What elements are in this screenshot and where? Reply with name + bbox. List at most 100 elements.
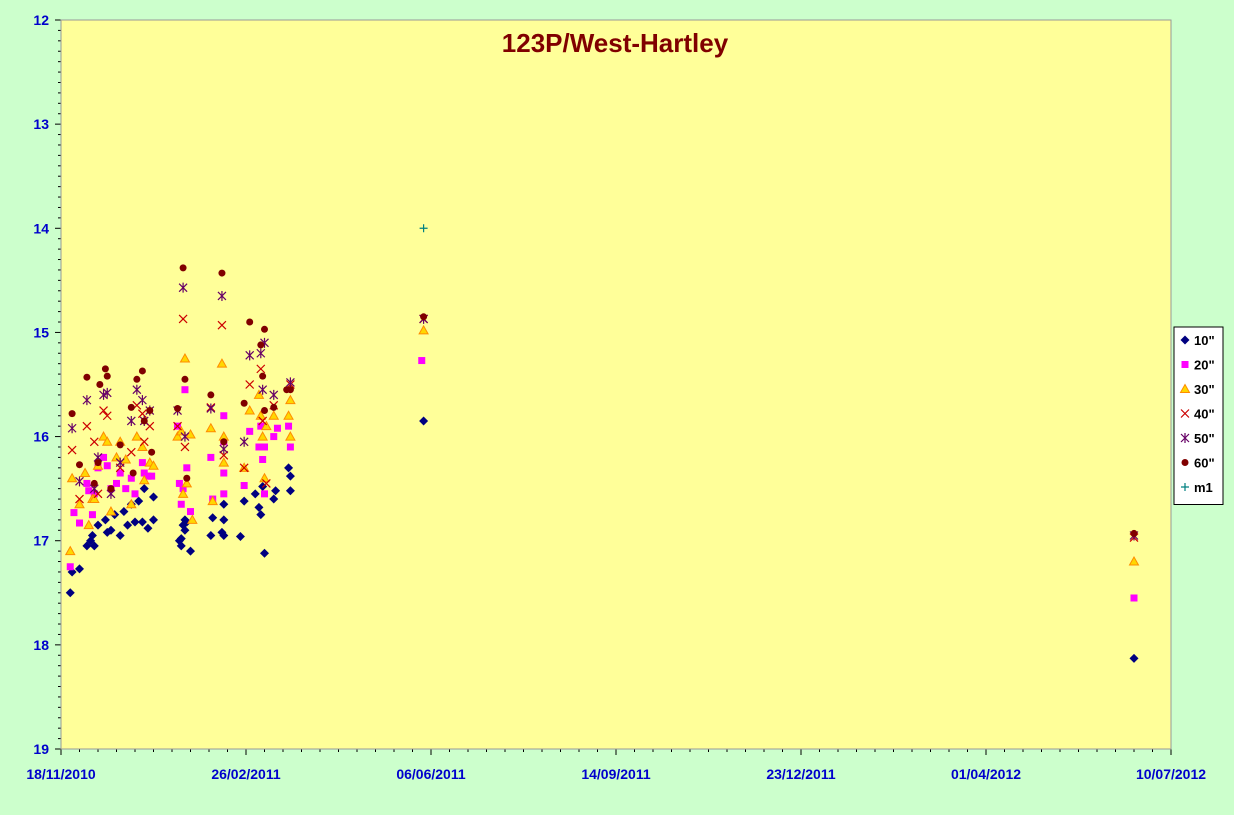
data-point [419,224,428,233]
data-point [181,477,193,488]
data-point [216,358,228,368]
data-point [100,453,108,461]
data-point [256,510,266,520]
series-1 [65,416,1139,663]
legend-item: m1 [1181,480,1213,495]
data-point [1128,556,1140,566]
data-point [177,488,189,498]
data-point [258,416,268,426]
data-point [90,479,98,487]
data-point [66,472,78,483]
data-point [175,479,183,487]
data-point [268,410,280,420]
data-point [87,531,97,541]
legend-label: m1 [1194,480,1213,495]
data-point [102,411,112,421]
data-point [100,515,110,525]
data-point [176,541,186,551]
data-point [115,457,125,468]
data-point [246,427,254,435]
data-point [285,422,293,430]
data-point [246,318,254,326]
data-point [206,531,216,541]
legend-item: 10" [1180,333,1215,348]
data-point [186,546,195,556]
data-point [240,482,248,490]
data-point [1130,529,1138,537]
legend-label: 10" [1194,333,1215,348]
data-point [75,564,84,574]
data-point [218,269,226,277]
data-point [83,479,91,487]
data-point [140,417,148,425]
data-point [418,324,429,335]
data-point [139,437,149,447]
data-point [284,463,294,473]
data-point [235,532,245,542]
data-point [139,484,149,494]
data-point [256,348,266,359]
data-point [65,588,75,598]
x-tick-label: 14/09/2011 [581,766,651,782]
data-point [283,410,294,420]
legend-marker [1181,483,1189,491]
y-tick-label: 17 [33,533,49,549]
plot-area-background [61,20,1171,749]
data-point [239,463,249,473]
data-point [131,431,143,441]
series-7 [419,224,428,233]
data-point [82,395,92,406]
data-point [123,520,133,530]
x-tick-label: 26/02/2011 [211,766,281,782]
data-point [253,389,265,399]
data-point [418,357,426,365]
data-point [140,469,148,477]
data-point [79,467,91,478]
data-point [127,403,135,411]
data-point [94,459,102,467]
data-point [217,290,227,301]
data-point [219,444,229,455]
data-point [119,507,129,517]
data-point [180,431,190,442]
data-point [137,441,148,451]
data-point [259,455,267,463]
data-point [207,391,215,399]
legend-label: 50" [1194,431,1215,446]
x-tick-label: 18/11/2010 [26,766,96,782]
data-point [138,474,150,485]
data-point [286,443,294,451]
data-point [125,498,137,509]
data-point [176,534,186,544]
data-point [260,420,272,431]
data-point [149,492,158,502]
legend-label: 20" [1194,358,1215,373]
data-point [138,459,146,467]
data-point [67,423,77,434]
data-point [183,464,191,472]
data-point [137,517,147,527]
data-point [137,395,147,406]
data-point [285,431,296,441]
data-point [239,436,249,447]
data-point [116,441,124,449]
data-point [132,384,142,395]
data-point [182,517,192,527]
data-point [107,485,115,493]
data-point [111,451,122,462]
y-tick-label: 13 [33,116,49,132]
data-point [180,525,190,535]
data-point [83,373,91,381]
data-point [70,509,78,517]
legend-item: 40" [1180,407,1215,422]
data-point [260,548,269,558]
legend-item: 20" [1181,358,1215,373]
data-point [99,406,108,415]
data-point [220,490,228,498]
data-point [144,472,152,480]
data-point [64,545,76,556]
data-point [127,474,135,482]
data-point [133,375,141,383]
y-tick-label: 16 [33,429,49,445]
data-point [138,367,146,375]
